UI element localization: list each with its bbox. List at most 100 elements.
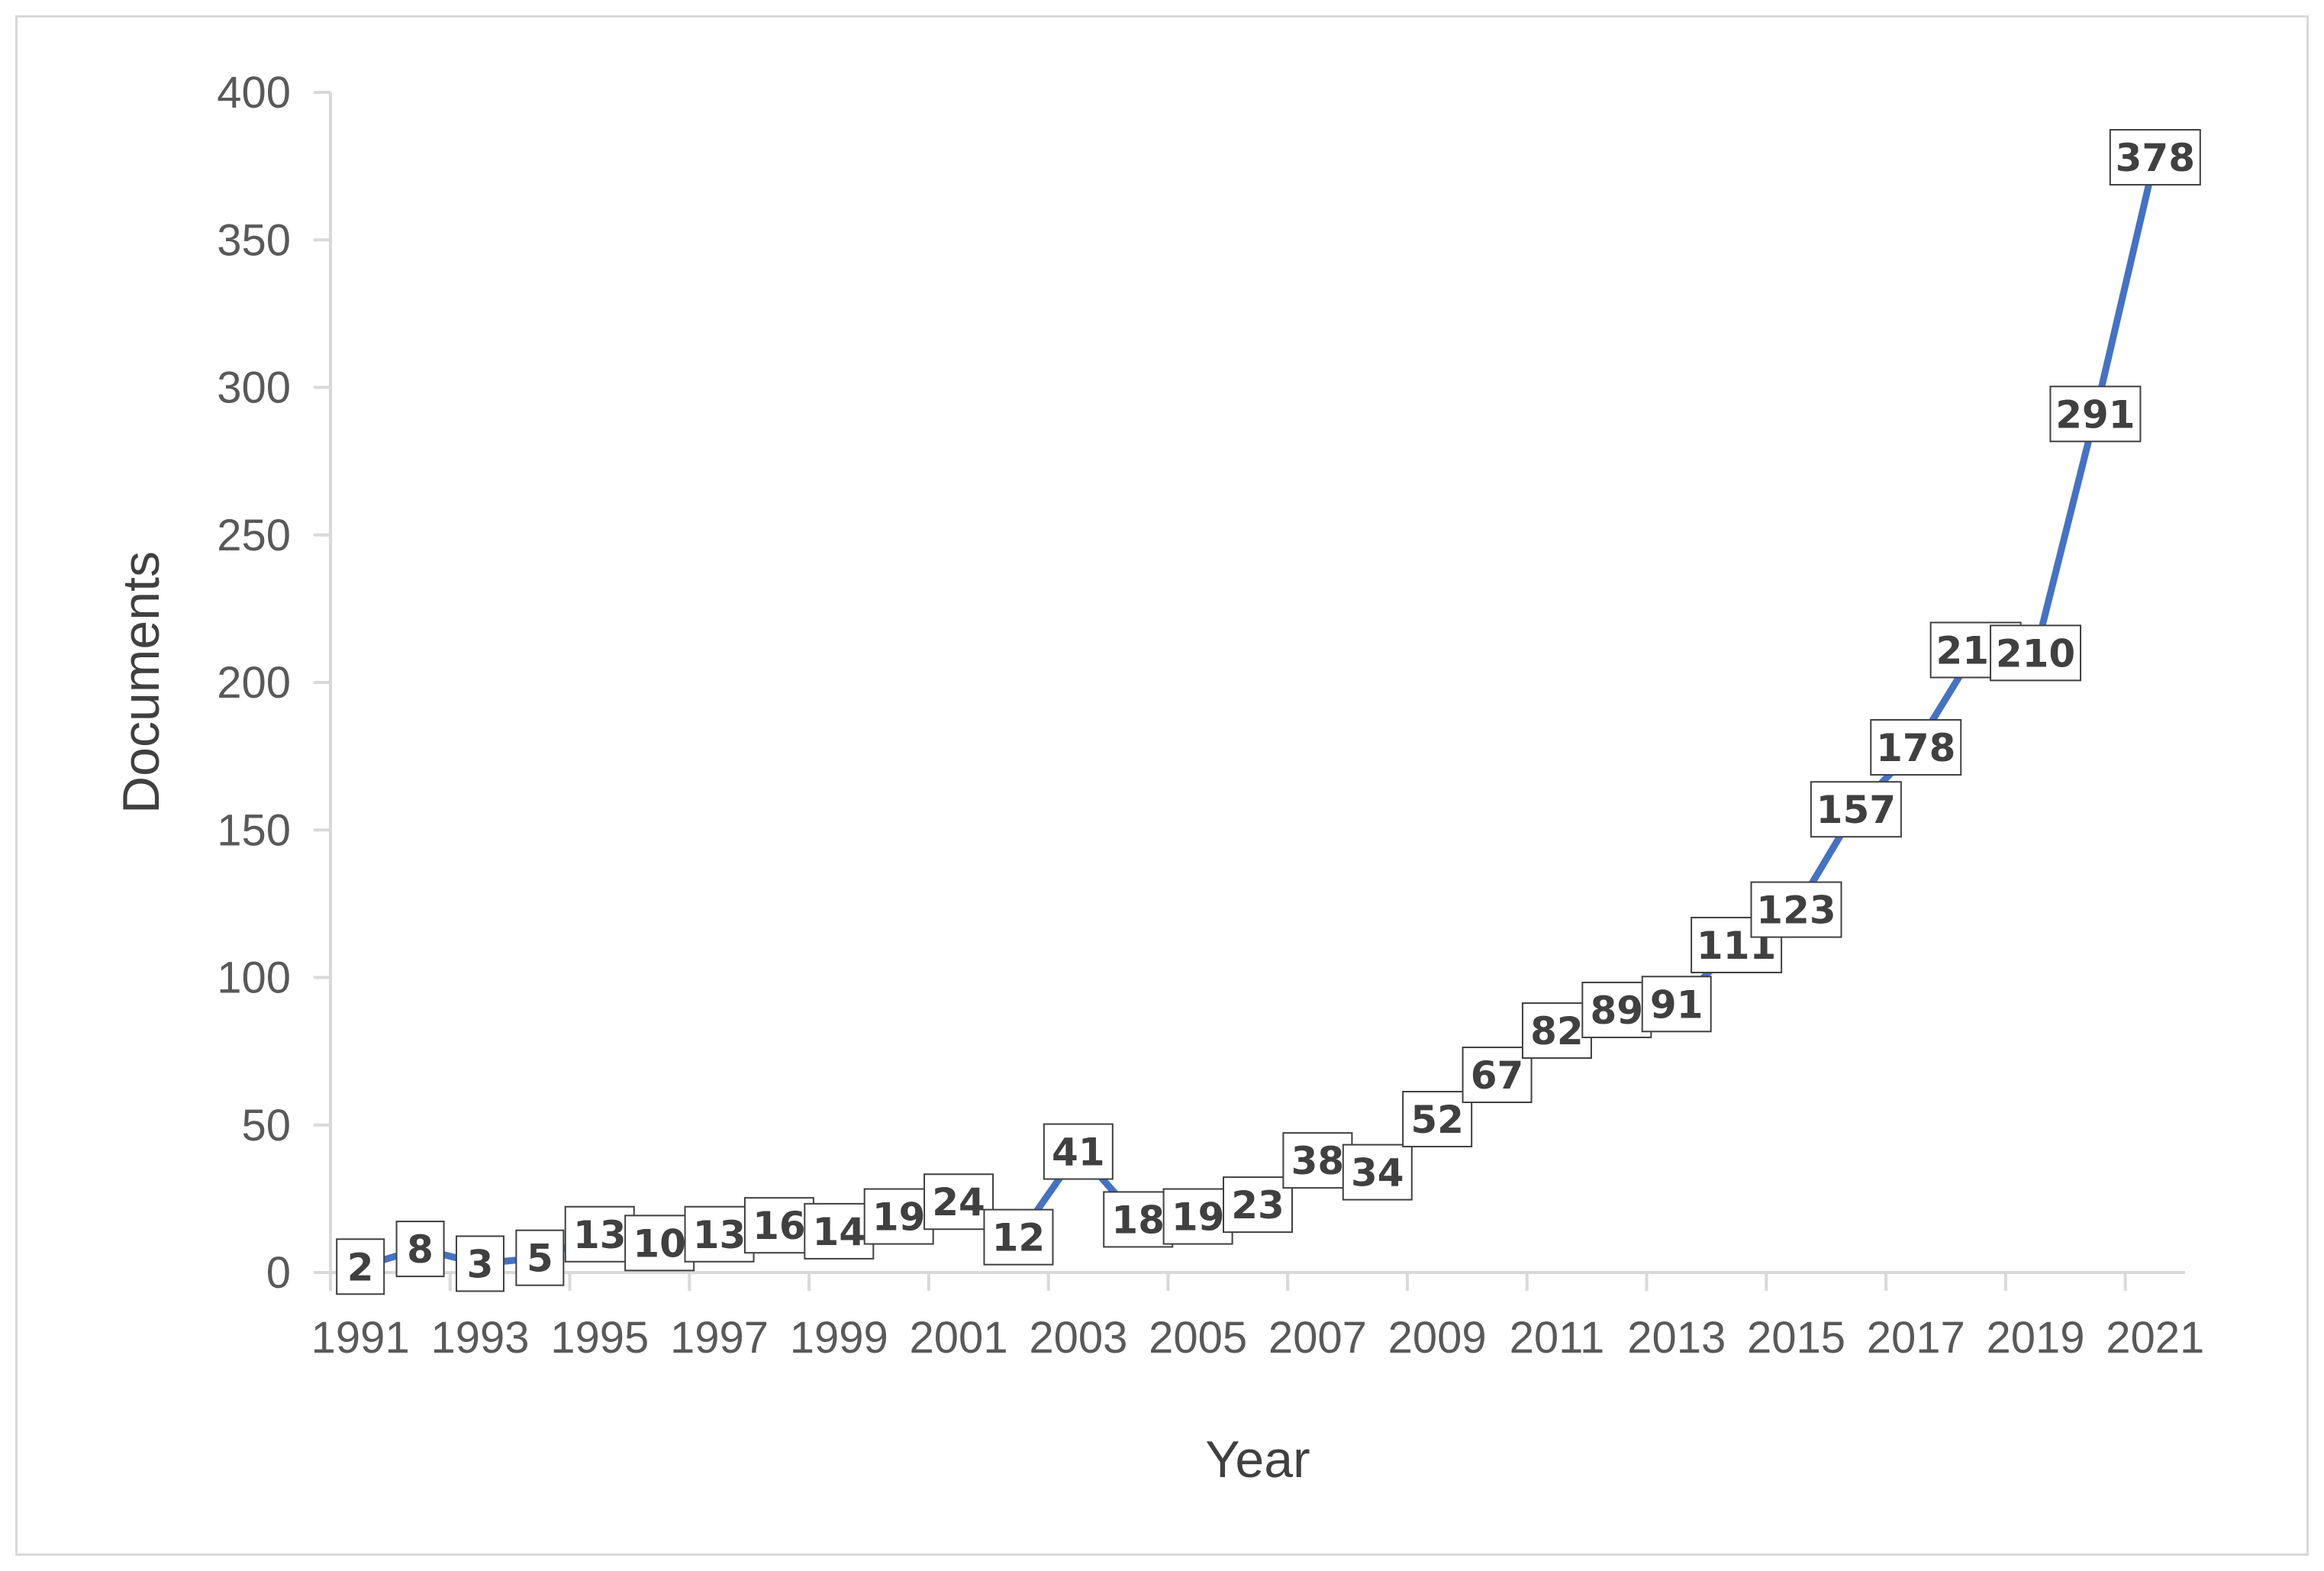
x-tick-label: 2009 xyxy=(1388,1313,1487,1363)
x-tick-label: 2017 xyxy=(1867,1313,1965,1363)
data-label-text: 38 xyxy=(1291,1139,1345,1183)
data-label-box xyxy=(455,1235,504,1292)
data-label-box xyxy=(395,1221,445,1278)
x-tick-label: 2011 xyxy=(1510,1313,1605,1363)
x-axis-title: Year xyxy=(1205,1431,1310,1489)
data-label-text: 24 xyxy=(932,1180,985,1224)
x-tick-label: 2005 xyxy=(1149,1313,1247,1363)
data-label-text: 13 xyxy=(573,1213,627,1257)
y-tick-label: 200 xyxy=(217,658,291,708)
data-label: 123 xyxy=(1750,881,1842,938)
data-label-box xyxy=(1342,1144,1413,1201)
data-label: 91 xyxy=(1641,976,1712,1033)
y-tick-label: 50 xyxy=(241,1101,291,1150)
data-label-box xyxy=(923,1173,994,1231)
y-tick-label: 100 xyxy=(217,953,291,1003)
data-label: 111 xyxy=(1691,916,1783,973)
data-label: 38 xyxy=(1282,1132,1353,1189)
data-label-text: 5 xyxy=(527,1237,553,1281)
x-tick-label: 2015 xyxy=(1747,1313,1845,1363)
data-label-box xyxy=(1462,1047,1533,1104)
data-label: 24 xyxy=(923,1173,994,1231)
data-label: 178 xyxy=(1870,719,1962,776)
data-label-box xyxy=(1810,781,1902,838)
data-label: 157 xyxy=(1810,781,1902,838)
data-label-box xyxy=(2109,129,2201,186)
data-label-text: 8 xyxy=(407,1227,434,1272)
data-label-box xyxy=(336,1238,385,1295)
x-tick-label: 2013 xyxy=(1627,1313,1726,1363)
data-label: 41 xyxy=(1043,1123,1114,1180)
data-label: 3 xyxy=(455,1235,504,1292)
data-label-box xyxy=(684,1205,755,1263)
data-label: 89 xyxy=(1581,982,1652,1039)
data-label: 13 xyxy=(684,1205,755,1263)
data-label: 18 xyxy=(1103,1191,1174,1248)
y-tick-label: 350 xyxy=(217,215,291,265)
y-tick-label: 250 xyxy=(217,511,291,560)
data-label-text: 23 xyxy=(1231,1183,1284,1227)
data-label-box xyxy=(1750,881,1842,938)
data-label-box xyxy=(564,1205,635,1263)
data-label-text: 291 xyxy=(2055,392,2135,437)
data-label: 34 xyxy=(1342,1144,1413,1201)
data-label-box xyxy=(2049,385,2142,443)
x-tick-label: 1999 xyxy=(790,1313,888,1363)
data-label-box xyxy=(1521,1002,1592,1060)
data-label-text: 67 xyxy=(1471,1053,1524,1098)
data-label-text: 13 xyxy=(693,1213,746,1257)
data-label-box xyxy=(743,1197,814,1254)
data-label: 67 xyxy=(1462,1047,1533,1104)
data-label-text: 18 xyxy=(1111,1198,1165,1242)
data-label-box xyxy=(1162,1188,1233,1245)
x-tick-label: 1997 xyxy=(670,1313,769,1363)
y-tick-label: 0 xyxy=(266,1248,291,1298)
data-label: 10 xyxy=(624,1215,695,1272)
data-label-text: 12 xyxy=(992,1216,1046,1260)
data-label-box xyxy=(1402,1091,1473,1148)
x-tick-label: 2007 xyxy=(1268,1313,1367,1363)
data-label-box xyxy=(515,1229,565,1286)
data-label: 23 xyxy=(1223,1176,1293,1234)
data-label-text: 14 xyxy=(812,1210,865,1254)
data-label-text: 91 xyxy=(1650,982,1704,1027)
data-label-box xyxy=(1282,1132,1353,1189)
data-label-text: 178 xyxy=(1876,726,1955,770)
data-label-box xyxy=(1043,1123,1114,1180)
data-label-text: 82 xyxy=(1530,1009,1584,1053)
y-tick-label: 300 xyxy=(217,363,291,413)
data-label-text: 3 xyxy=(467,1242,494,1286)
data-label: 52 xyxy=(1402,1091,1473,1148)
data-label-text: 41 xyxy=(1052,1131,1105,1175)
data-label-box xyxy=(1581,982,1652,1039)
x-tick-label: 1995 xyxy=(550,1313,649,1363)
axes xyxy=(314,91,2185,1291)
data-label: 16 xyxy=(743,1197,814,1254)
data-label: 19 xyxy=(863,1188,934,1245)
data-label: 5 xyxy=(515,1229,565,1286)
data-label-text: 89 xyxy=(1591,989,1644,1033)
data-label-text: 210 xyxy=(1996,631,2075,676)
data-label: 378 xyxy=(2109,129,2201,186)
data-label-text: 378 xyxy=(2116,136,2195,180)
data-label-box xyxy=(1990,624,2082,682)
x-tick-label: 2001 xyxy=(910,1313,1008,1363)
x-tick-label: 1991 xyxy=(311,1313,410,1363)
data-label-text: 123 xyxy=(1756,889,1836,933)
y-tick-label: 400 xyxy=(217,68,291,118)
data-label-text: 19 xyxy=(872,1195,926,1240)
data-label-box xyxy=(1223,1176,1293,1234)
data-label-text: 34 xyxy=(1351,1151,1404,1195)
chart-frame: 0 50 100 150 200 250 300 350 400 1991 1993 1995 1997… xyxy=(15,15,2309,1556)
series-line xyxy=(356,153,2159,1270)
data-label-text: 10 xyxy=(633,1221,686,1266)
data-label: 210 xyxy=(1990,624,2082,682)
y-tick-label: 150 xyxy=(217,805,291,855)
data-label-text: 2 xyxy=(347,1245,374,1289)
x-tick-label: 2019 xyxy=(1987,1313,2085,1363)
data-label: 14 xyxy=(804,1202,875,1260)
data-label-text: 19 xyxy=(1172,1195,1225,1240)
